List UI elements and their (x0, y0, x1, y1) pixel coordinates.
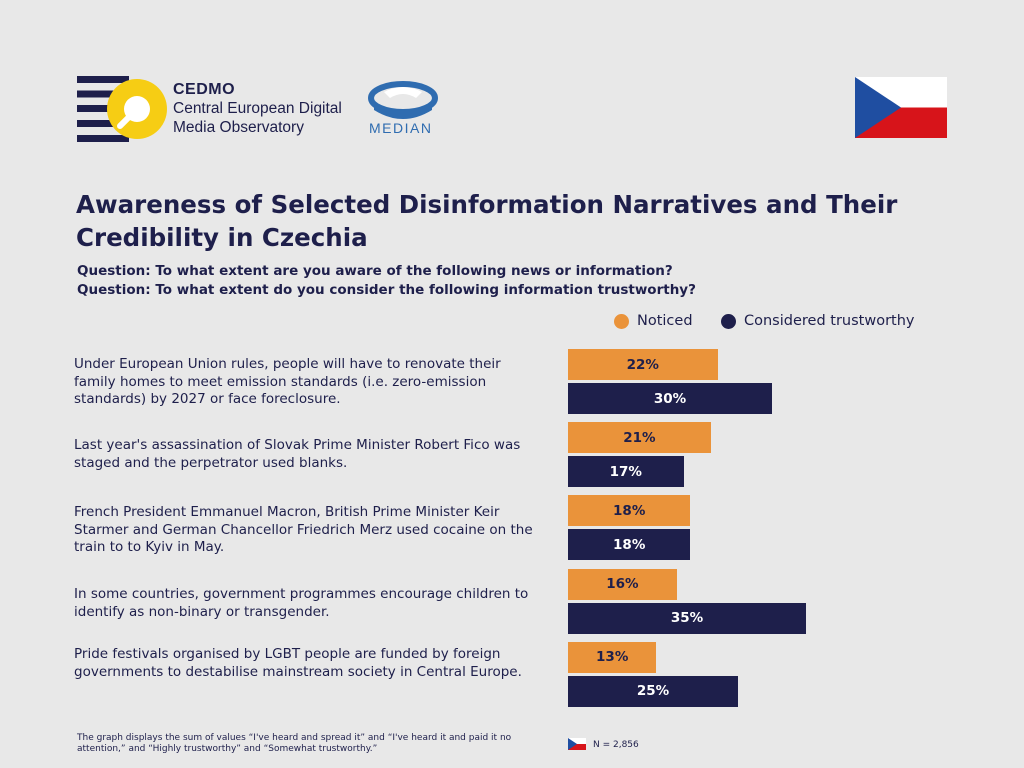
category-label-4: In some countries, government programmes… (74, 586, 529, 620)
category-label-1: Under European Union rules, people will … (74, 356, 501, 407)
bar-noticed-value-label-2: 21% (623, 429, 656, 446)
bar-trustworthy-value-label-1: 30% (653, 390, 687, 407)
cedmo-subtitle-1: Central European Digital (173, 100, 342, 117)
bar-noticed-5: 13% (568, 641, 657, 673)
question-trust: Question: To what extent do you consider… (77, 282, 696, 298)
legend-swatch-trustworthy (721, 313, 736, 329)
sample-size: N = 2,856 (593, 740, 639, 750)
bar-noticed-value-label-1: 22% (626, 356, 659, 373)
chart-title: Awareness of Selected Disinformation Nar… (76, 190, 898, 252)
question-awareness: Question: To what extent are you aware o… (77, 263, 673, 279)
bar-trustworthy-4: 35% (568, 602, 806, 634)
median-logo (368, 81, 438, 119)
bar-trustworthy-value-label-2: 17% (609, 463, 642, 480)
bar-trustworthy-1: 30% (568, 383, 772, 414)
bar-noticed-2: 21% (568, 422, 711, 454)
category-label-2: Last year's assassination of Slovak Prim… (74, 437, 521, 471)
bar-noticed-value-label-4: 16% (606, 576, 639, 593)
legend-swatch-noticed (614, 313, 629, 329)
legend-item-noticed: Noticed (614, 313, 693, 329)
bar-noticed-1: 22% (568, 349, 718, 380)
median-wordmark: MEDIAN (369, 120, 433, 136)
bar-trustworthy-value-label-5: 25% (636, 683, 670, 700)
cedmo-logo (77, 76, 167, 142)
czech-flag-icon (855, 77, 947, 138)
category-label-5: Pride festivals organised by LGBT people… (74, 646, 522, 680)
bar-noticed-3: 18% (568, 495, 691, 527)
czech-flag-small-icon (568, 738, 586, 750)
bar-trustworthy-5: 25% (568, 675, 738, 707)
legend-item-trustworthy: Considered trustworthy (721, 313, 915, 329)
bar-noticed-value-label-3: 18% (613, 502, 646, 519)
footnote: The graph displays the sum of values “I'… (77, 733, 512, 754)
bar-noticed-4: 16% (568, 568, 677, 600)
cedmo-subtitle-2: Media Observatory (173, 119, 304, 136)
cedmo-brand: CEDMO (173, 81, 236, 98)
legend-label-noticed: Noticed (637, 313, 693, 329)
category-label-3: French President Emmanuel Macron, Britis… (74, 504, 533, 555)
bar-trustworthy-value-label-4: 35% (670, 610, 704, 627)
bar-trustworthy-2: 17% (568, 456, 684, 488)
bar-trustworthy-3: 18% (568, 529, 691, 561)
legend-label-trustworthy: Considered trustworthy (744, 313, 915, 329)
bar-noticed-value-label-5: 13% (596, 649, 629, 666)
cedmo-wordmark: CEDMO Central European Digital Media Obs… (173, 80, 342, 137)
bar-trustworthy-value-label-3: 18% (613, 536, 646, 553)
